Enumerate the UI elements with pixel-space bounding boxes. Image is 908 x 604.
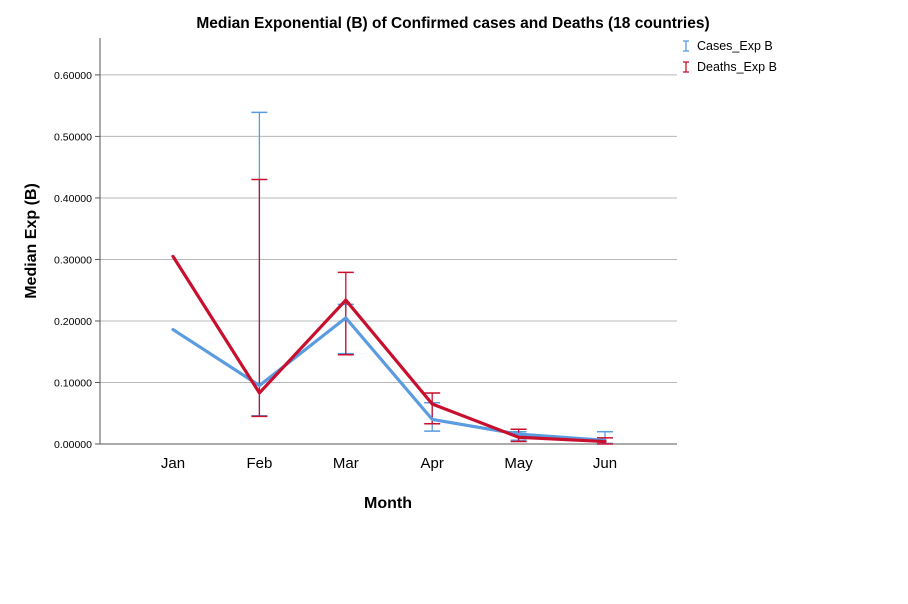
x-tick-label: Jun: [593, 455, 617, 472]
legend: Cases_Exp B Deaths_Exp B: [683, 39, 777, 74]
legend-symbol: [683, 61, 689, 73]
axes: [95, 38, 677, 445]
legend-item: Deaths_Exp B: [683, 60, 777, 74]
y-tick-label: 0.30000: [54, 254, 92, 266]
series-line-0: [171, 316, 607, 442]
error-bar: [251, 178, 268, 418]
legend-item: Cases_Exp B: [683, 39, 773, 53]
legend-label: Deaths_Exp B: [697, 60, 777, 74]
chart-title: Median Exponential (B) of Confirmed case…: [196, 15, 709, 32]
y-tick-label: 0.00000: [54, 439, 92, 451]
gridlines: [100, 74, 677, 383]
y-tick-label: 0.10000: [54, 377, 92, 389]
x-tick-label: Feb: [246, 455, 272, 472]
error-bar: [337, 271, 354, 356]
y-tick-label: 0.40000: [54, 193, 92, 205]
y-tick-labels: 0.00000 0.10000 0.20000 0.30000 0.40000 0.500…: [54, 70, 92, 451]
x-tick-label: May: [504, 455, 533, 472]
series-line-1: [171, 254, 607, 444]
y-tick-label: 0.20000: [54, 316, 92, 328]
legend-symbol: [683, 40, 689, 52]
x-tick-labels: Jan Feb Mar Apr May Jun: [161, 455, 617, 472]
legend-label: Cases_Exp B: [697, 39, 773, 53]
x-axis-label: Month: [364, 495, 412, 512]
x-tick-label: Mar: [333, 455, 359, 472]
x-tick-label: Jan: [161, 455, 185, 472]
y-tick-label: 0.50000: [54, 131, 92, 143]
series: [171, 111, 613, 445]
y-axis-label: Median Exp (B): [23, 183, 40, 299]
series-1: [251, 178, 613, 445]
x-tick-label: Apr: [421, 455, 444, 472]
y-tick-label: 0.60000: [54, 70, 92, 82]
